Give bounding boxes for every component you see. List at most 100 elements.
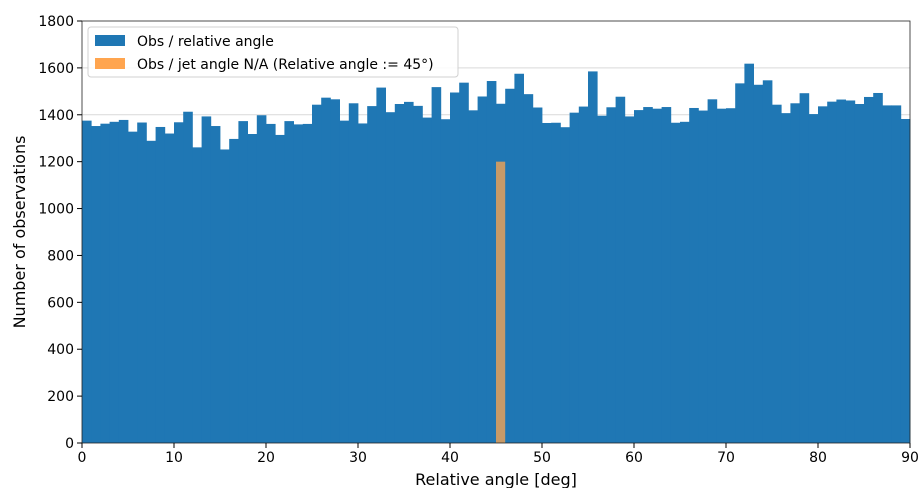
histogram-bar: [588, 71, 598, 444]
y-tick-label: 1000: [38, 202, 74, 218]
y-tick-label: 600: [47, 295, 74, 311]
histogram-bar: [312, 104, 322, 444]
histogram-bar: [578, 106, 589, 444]
histogram-bar: [891, 105, 902, 444]
y-tick-label: 200: [47, 389, 74, 405]
y-tick-label: 1600: [38, 61, 74, 77]
histogram-bar: [680, 121, 690, 444]
x-tick-label: 20: [257, 450, 275, 466]
histogram-bar: [597, 115, 607, 444]
histogram-bar: [238, 121, 248, 443]
histogram-bar: [210, 126, 221, 443]
legend-swatch-obs-relative-angle: [95, 35, 125, 46]
histogram-bar: [560, 127, 570, 443]
histogram-bar: [118, 119, 129, 444]
histogram-bar: [431, 87, 442, 443]
histogram-bar: [781, 113, 791, 444]
histogram-bar: [109, 121, 120, 444]
histogram-bar: [440, 119, 451, 443]
histogram-bar: [652, 108, 662, 443]
histogram-bar: [477, 96, 488, 443]
histogram-bar: [606, 107, 616, 443]
histogram-bar: [818, 106, 828, 444]
legend-label-jet-angle-na: Obs / jet angle N/A (Relative angle := 4…: [137, 57, 434, 73]
histogram-bar: [542, 122, 552, 443]
histogram-bar: [486, 81, 497, 444]
histogram-bar: [854, 103, 865, 443]
histogram-bar: [799, 93, 810, 443]
histogram-bar: [367, 106, 377, 443]
histogram-bar: [624, 116, 635, 444]
histogram-bar: [137, 122, 147, 444]
histogram-bar: [348, 103, 359, 443]
x-tick-label: 70: [717, 450, 735, 466]
legend-box: [87, 26, 459, 78]
histogram-bar: [551, 122, 561, 443]
histogram-bar: [882, 105, 892, 444]
histogram-bar: [707, 99, 718, 443]
legend-swatch-jet-angle-na: [95, 58, 125, 69]
histogram-bar: [174, 122, 184, 443]
histogram-bar: [91, 126, 101, 443]
histogram-bar: [422, 117, 432, 443]
histogram-bar: [762, 80, 773, 443]
histogram-bar: [220, 149, 230, 443]
histogram-bar: [772, 104, 782, 444]
histogram-bar: [192, 147, 202, 444]
y-tick-label: 1800: [38, 14, 74, 30]
histogram-bar: [146, 140, 156, 443]
histogram-bar: [523, 94, 534, 443]
y-axis-label: Number of observations: [10, 136, 29, 329]
histogram-bar: [128, 131, 138, 443]
histogram-bar: [201, 116, 212, 444]
histogram-bar: [569, 112, 580, 443]
histogram-bar: [744, 63, 754, 444]
y-axis-ticks: 0 200 400 600 800 1000 1200 1400 1600 1800: [38, 14, 82, 452]
histogram-bar: [385, 112, 396, 444]
histogram-bar: [302, 123, 313, 443]
x-tick-label: 0: [78, 450, 87, 466]
histogram-bar: [256, 115, 267, 443]
legend: Obs / relative angle Obs / jet angle N/A…: [87, 26, 459, 78]
histogram-bar: [827, 101, 837, 443]
x-tick-label: 90: [901, 450, 919, 466]
jet-angle-na-bar: [496, 161, 506, 443]
histogram-bar: [689, 107, 699, 444]
histogram-bar: [284, 121, 294, 443]
histogram-bar: [413, 105, 423, 443]
histogram-bar: [836, 99, 846, 444]
histogram-bar: [266, 123, 276, 443]
plot-frame: [81, 20, 911, 444]
histogram-bar: [321, 97, 331, 443]
histogram-bar: [155, 126, 166, 444]
histogram-bar: [468, 110, 478, 443]
histogram-bar: [514, 73, 524, 443]
histogram-bar: [358, 123, 368, 444]
y-tick-label: 0: [65, 436, 74, 452]
y-tick-label: 800: [47, 248, 74, 264]
legend-label-obs-relative-angle: Obs / relative angle: [137, 34, 274, 50]
histogram-bar: [247, 134, 258, 443]
histogram-bar: [394, 103, 405, 443]
histogram-bar: [275, 134, 285, 443]
histogram-bar: [643, 107, 653, 444]
histogram-bar: [164, 133, 175, 444]
histogram-bar: [845, 100, 856, 443]
histogram-bar: [100, 123, 110, 443]
histogram-bar: [661, 107, 672, 444]
histogram-bar: [670, 122, 681, 443]
histogram-bar: [459, 82, 469, 444]
x-tick-label: 40: [441, 450, 459, 466]
histogram-bar: [698, 110, 708, 444]
x-tick-label: 60: [625, 450, 643, 466]
bar-series: [82, 63, 911, 444]
histogram-bar: [726, 108, 736, 444]
histogram-bar: [532, 107, 543, 443]
x-axis-ticks: 0 10 20 30 40 50 60 70 80 90: [78, 443, 919, 466]
histogram-bar: [864, 96, 874, 444]
histogram-bar: [873, 92, 883, 444]
x-tick-label: 30: [349, 450, 367, 466]
histogram-bar: [404, 101, 414, 443]
histogram-bar: [330, 99, 340, 443]
